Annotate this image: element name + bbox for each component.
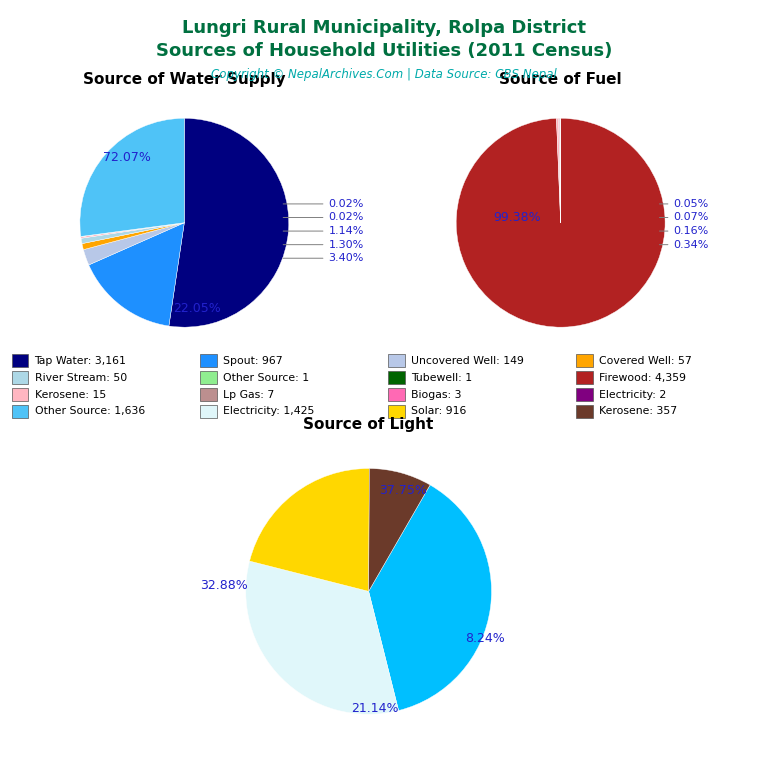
Text: 0.05%: 0.05% (660, 199, 709, 209)
FancyBboxPatch shape (200, 406, 217, 418)
FancyBboxPatch shape (12, 354, 28, 367)
Text: Solar: 916: Solar: 916 (411, 406, 466, 416)
Text: Other Source: 1,636: Other Source: 1,636 (35, 406, 145, 416)
Text: 1.30%: 1.30% (283, 240, 364, 250)
Text: 37.75%: 37.75% (379, 484, 427, 497)
Wedge shape (246, 561, 399, 714)
Wedge shape (81, 223, 184, 243)
FancyBboxPatch shape (576, 388, 593, 401)
Text: Other Source: 1: Other Source: 1 (223, 372, 309, 382)
Wedge shape (81, 223, 184, 237)
Text: Electricity: 2: Electricity: 2 (599, 389, 667, 399)
Text: 8.24%: 8.24% (465, 631, 505, 644)
Wedge shape (89, 223, 184, 326)
Wedge shape (81, 223, 184, 238)
Wedge shape (369, 485, 492, 710)
Wedge shape (81, 223, 184, 237)
Text: 1.14%: 1.14% (283, 226, 364, 236)
Title: Source of Fuel: Source of Fuel (499, 72, 622, 87)
Text: 22.05%: 22.05% (173, 302, 220, 315)
Wedge shape (80, 118, 184, 237)
Wedge shape (169, 118, 289, 327)
FancyBboxPatch shape (576, 354, 593, 367)
FancyBboxPatch shape (388, 371, 405, 384)
Text: 21.14%: 21.14% (351, 702, 399, 714)
Text: 0.34%: 0.34% (660, 240, 709, 250)
Text: Biogas: 3: Biogas: 3 (411, 389, 462, 399)
Text: Kerosene: 357: Kerosene: 357 (599, 406, 677, 416)
FancyBboxPatch shape (12, 371, 28, 384)
Wedge shape (557, 118, 561, 223)
Text: Copyright © NepalArchives.Com | Data Source: CBS Nepal: Copyright © NepalArchives.Com | Data Sou… (211, 68, 557, 81)
Title: Source of Water Supply: Source of Water Supply (83, 72, 286, 87)
FancyBboxPatch shape (200, 371, 217, 384)
Text: 0.07%: 0.07% (660, 213, 709, 223)
Text: Tap Water: 3,161: Tap Water: 3,161 (35, 356, 127, 366)
Text: 3.40%: 3.40% (283, 253, 364, 263)
Wedge shape (558, 118, 561, 223)
Text: Spout: 967: Spout: 967 (223, 356, 283, 366)
FancyBboxPatch shape (12, 406, 28, 418)
FancyBboxPatch shape (576, 371, 593, 384)
Wedge shape (250, 468, 369, 591)
FancyBboxPatch shape (200, 354, 217, 367)
Text: Lp Gas: 7: Lp Gas: 7 (223, 389, 274, 399)
Text: 0.02%: 0.02% (283, 199, 364, 209)
Wedge shape (456, 118, 665, 327)
Text: Kerosene: 15: Kerosene: 15 (35, 389, 106, 399)
Text: 0.16%: 0.16% (660, 226, 709, 236)
Wedge shape (82, 223, 184, 250)
FancyBboxPatch shape (388, 406, 405, 418)
FancyBboxPatch shape (576, 406, 593, 418)
Wedge shape (560, 118, 561, 223)
Text: Covered Well: 57: Covered Well: 57 (599, 356, 692, 366)
Text: 72.07%: 72.07% (103, 151, 151, 164)
FancyBboxPatch shape (12, 388, 28, 401)
Wedge shape (84, 223, 184, 265)
Text: 32.88%: 32.88% (200, 579, 247, 591)
Text: Firewood: 4,359: Firewood: 4,359 (599, 372, 686, 382)
Title: Source of Light: Source of Light (303, 418, 434, 432)
Text: Electricity: 1,425: Electricity: 1,425 (223, 406, 314, 416)
FancyBboxPatch shape (388, 388, 405, 401)
Text: River Stream: 50: River Stream: 50 (35, 372, 127, 382)
Text: 99.38%: 99.38% (493, 211, 541, 224)
Text: Tubewell: 1: Tubewell: 1 (411, 372, 472, 382)
Wedge shape (369, 468, 430, 591)
FancyBboxPatch shape (388, 354, 405, 367)
Text: Sources of Household Utilities (2011 Census): Sources of Household Utilities (2011 Cen… (156, 42, 612, 60)
Text: 0.02%: 0.02% (283, 213, 364, 223)
Text: Uncovered Well: 149: Uncovered Well: 149 (411, 356, 524, 366)
FancyBboxPatch shape (200, 388, 217, 401)
Text: Lungri Rural Municipality, Rolpa District: Lungri Rural Municipality, Rolpa Distric… (182, 19, 586, 37)
